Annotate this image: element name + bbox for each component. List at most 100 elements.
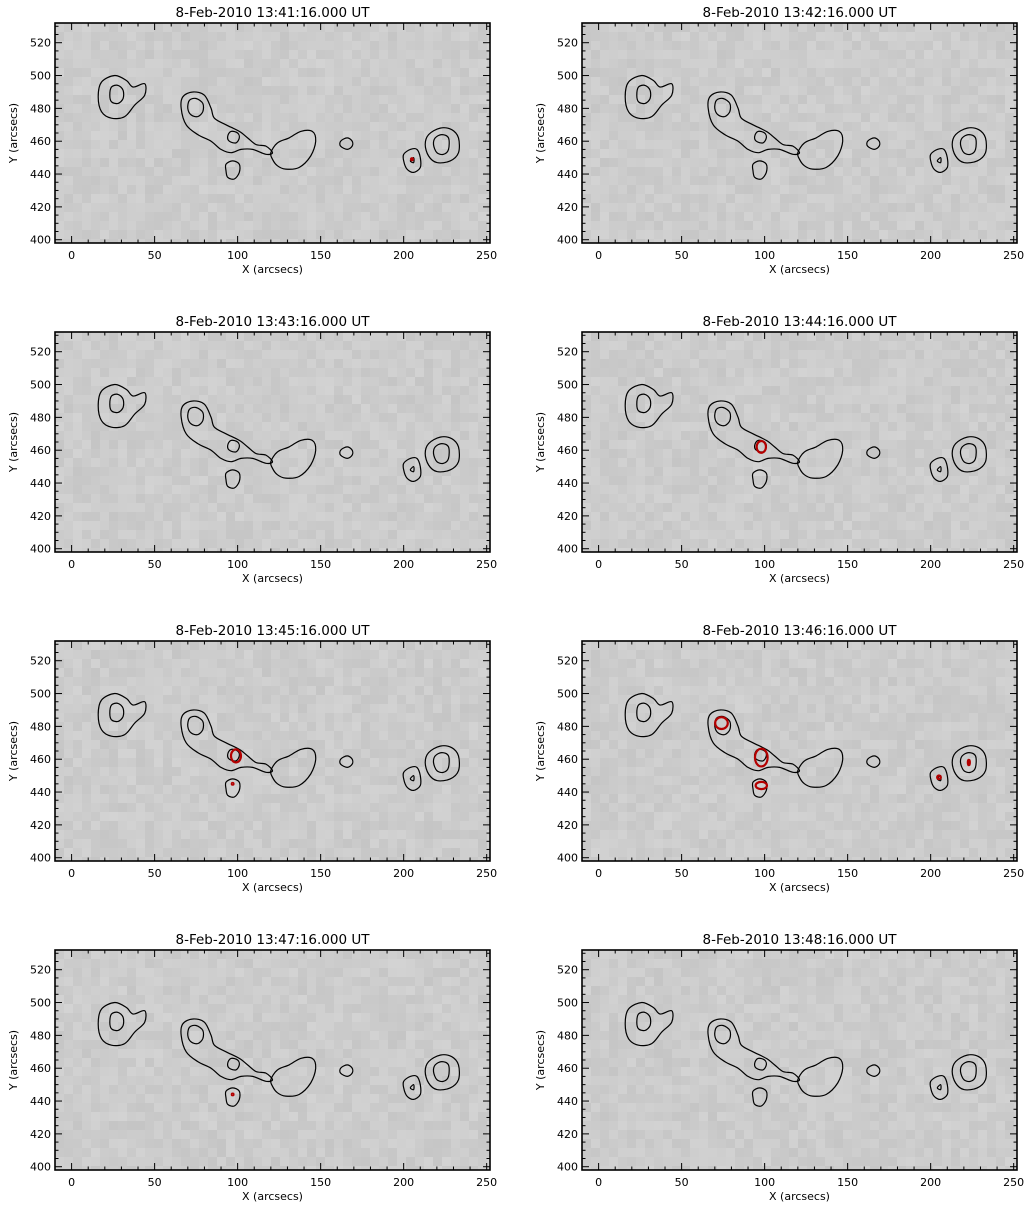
y-axis-label: Y (arcsecs) (534, 721, 547, 782)
contour-region-f-inner (936, 157, 942, 164)
y-tick-label: 420 (557, 819, 578, 832)
panel-title: 8-Feb-2010 13:46:16.000 UT (703, 623, 898, 639)
x-tick-label: 100 (227, 867, 248, 880)
y-tick-label: 480 (30, 411, 51, 424)
contour-region-f-outer (929, 147, 949, 174)
y-tick-label: 520 (30, 655, 51, 668)
x-tick-label: 250 (1003, 249, 1024, 262)
contour-region-e (866, 137, 881, 151)
x-tick-label: 50 (148, 867, 162, 880)
contour-region-a-outer (97, 1001, 147, 1047)
y-tick-label: 500 (557, 688, 578, 701)
y-tick-label: 400 (557, 852, 578, 865)
red-contour-1 (230, 1092, 235, 1097)
contour-region-d (224, 160, 241, 180)
x-tick-label: 150 (837, 249, 858, 262)
contour-region-g-inner (959, 1060, 977, 1083)
contour-region-g-outer (951, 745, 987, 782)
panel-8: 0 50 100 150 200 250 400 420 440 460 480 500 520 8-Fe… (534, 932, 1024, 1203)
contour-region-b-inner (714, 1024, 732, 1045)
x-tick-label: 0 (68, 1176, 75, 1189)
x-tick-label: 200 (393, 867, 414, 880)
contour-region-d (224, 469, 241, 489)
red-contour-4 (936, 774, 942, 781)
contour-region-g-inner (432, 1060, 450, 1083)
contour-region-e (339, 137, 354, 151)
y-tick-label: 480 (557, 102, 578, 115)
red-contour-1 (755, 439, 768, 454)
x-tick-label: 150 (837, 558, 858, 571)
contour-region-a-outer (97, 74, 147, 120)
contour-region-b-inner2 (227, 439, 240, 453)
contour-region-f-inner (409, 1084, 415, 1091)
x-tick-label: 150 (310, 1176, 331, 1189)
x-tick-label: 150 (310, 558, 331, 571)
x-tick-label: 200 (920, 558, 941, 571)
contour-region-g-inner (432, 133, 450, 156)
x-tick-label: 100 (754, 249, 775, 262)
contour-region-a-outer (624, 1001, 674, 1047)
y-tick-label: 500 (30, 70, 51, 83)
x-tick-label: 150 (837, 867, 858, 880)
x-tick-label: 200 (920, 867, 941, 880)
x-tick-label: 200 (393, 249, 414, 262)
contour-region-b-inner2 (754, 130, 767, 144)
panel-7: 0 50 100 150 200 250 400 420 440 460 480 500 520 8-Fe… (7, 932, 497, 1203)
y-axis-label: Y (arcsecs) (534, 1030, 547, 1091)
contour-region-d (224, 1087, 241, 1107)
contour-region-f-outer (929, 456, 949, 483)
contour-region-b-inner2 (227, 1057, 240, 1071)
y-tick-label: 440 (30, 786, 51, 799)
x-tick-label: 100 (754, 558, 775, 571)
y-tick-label: 400 (557, 1161, 578, 1174)
contour-region-c (796, 1056, 844, 1097)
x-axis-label: X (arcsecs) (242, 572, 303, 585)
y-tick-label: 480 (30, 720, 51, 733)
contour-region-b-outer (707, 400, 801, 465)
contour-region-c (796, 747, 844, 788)
y-tick-label: 420 (30, 510, 51, 523)
background-image (582, 23, 1017, 243)
y-axis-label: Y (arcsecs) (7, 103, 20, 164)
x-tick-label: 250 (476, 867, 497, 880)
contour-region-c (269, 438, 317, 479)
y-tick-label: 460 (30, 135, 51, 148)
contour-region-g-inner (959, 751, 977, 774)
panel-5: 0 50 100 150 200 250 400 420 440 460 480 500 520 8-Fe… (7, 623, 497, 894)
contour-region-c (796, 438, 844, 479)
y-tick-label: 440 (557, 1095, 578, 1108)
contour-region-b-inner (187, 715, 205, 736)
contour-region-d (751, 469, 768, 489)
y-tick-label: 400 (557, 234, 578, 247)
y-tick-label: 500 (30, 379, 51, 392)
contour-region-d (751, 160, 768, 180)
y-tick-label: 400 (30, 543, 51, 556)
contour-region-b-outer (180, 91, 274, 156)
y-tick-label: 440 (557, 477, 578, 490)
panel-title: 8-Feb-2010 13:44:16.000 UT (703, 314, 898, 330)
background-image (582, 332, 1017, 552)
contour-region-a-inner (636, 393, 652, 414)
x-tick-label: 0 (68, 867, 75, 880)
y-tick-label: 440 (30, 1095, 51, 1108)
x-tick-label: 200 (393, 1176, 414, 1189)
panel-title: 8-Feb-2010 13:43:16.000 UT (176, 314, 371, 330)
background-image (582, 950, 1017, 1170)
red-contour-1 (409, 157, 415, 162)
y-tick-label: 480 (30, 102, 51, 115)
contour-region-g-inner (959, 133, 977, 156)
y-tick-label: 460 (557, 1062, 578, 1075)
x-axis-label: X (arcsecs) (769, 572, 830, 585)
contour-region-a-inner (109, 702, 125, 723)
contour-region-b-inner (714, 406, 732, 427)
contour-region-c (269, 129, 317, 170)
x-axis-label: X (arcsecs) (242, 881, 303, 894)
contour-region-a-inner (636, 84, 652, 105)
y-tick-label: 420 (557, 201, 578, 214)
y-tick-label: 500 (30, 997, 51, 1010)
x-tick-label: 50 (675, 558, 689, 571)
contour-region-a-outer (624, 74, 674, 120)
y-tick-label: 480 (557, 1029, 578, 1042)
contour-region-b-outer (707, 1018, 801, 1083)
